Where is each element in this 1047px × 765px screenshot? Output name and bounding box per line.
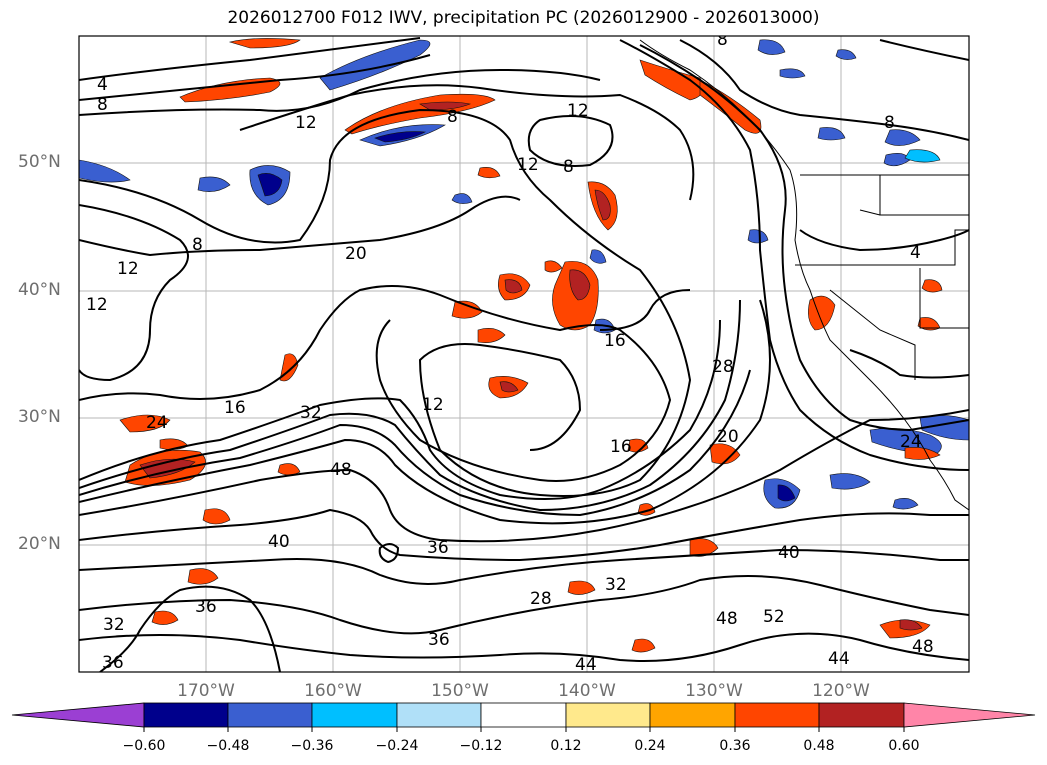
iwv-contours	[79, 37, 969, 672]
colorbar-extend-high	[903, 702, 1036, 728]
contour-label: 12	[117, 259, 139, 279]
contour-labels: 4 8 12 8 8 12 12 8 20 12 12 16 12 16 32 …	[86, 30, 934, 675]
gridlines	[79, 36, 969, 672]
contour-label: 12	[422, 395, 444, 415]
colorbar-segment	[227, 702, 313, 728]
contour-label: 24	[146, 413, 168, 433]
contour-label: 36	[195, 597, 217, 617]
contour-label: 36	[102, 653, 124, 673]
contour-label: 12	[86, 295, 108, 315]
lat-label-20n: 20°N	[18, 534, 61, 554]
contour-label: 12	[567, 101, 589, 121]
colorbar-tick-label: −0.12	[459, 738, 503, 754]
colorbar-tick-label: −0.36	[290, 738, 334, 754]
contour-label: 4	[910, 243, 921, 263]
contour-label: 48	[716, 609, 738, 629]
contour-label: 48	[912, 637, 934, 657]
lon-label-120w: 120°W	[812, 681, 870, 701]
colorbar-tick-label: −0.24	[375, 738, 419, 754]
lat-label-30n: 30°N	[18, 407, 61, 427]
map-plot-area: 4 8 12 8 8 12 12 8 20 12 12 16 12 16 32 …	[79, 30, 969, 675]
contour-label: 44	[828, 649, 850, 669]
contour-label: 44	[575, 655, 597, 675]
precipitation-shading	[79, 38, 969, 653]
colorbar-segment	[734, 702, 820, 728]
contour-label: 28	[530, 589, 552, 609]
colorbar-segment	[818, 702, 905, 728]
contour-label: 8	[447, 107, 458, 127]
contour-label: 28	[712, 357, 734, 377]
lat-label-50n: 50°N	[18, 152, 61, 172]
lat-label-40n: 40°N	[18, 280, 61, 300]
colorbar-segment	[649, 702, 736, 728]
colorbar-tick-label: 0.24	[634, 738, 666, 754]
colorbar-tick-label: −0.48	[206, 738, 250, 754]
contour-label: 52	[763, 607, 785, 627]
contour-label: 24	[900, 432, 922, 452]
colorbar-tick-label: 0.60	[888, 738, 920, 754]
contour-label: 12	[295, 113, 317, 133]
lon-label-140w: 140°W	[558, 681, 616, 701]
colorbar-segment	[480, 702, 567, 728]
contour-label: 40	[268, 532, 290, 552]
colorbar-tick-label: 0.36	[719, 738, 751, 754]
colorbar-segment	[143, 702, 229, 728]
contour-label: 36	[428, 630, 450, 650]
map-title: 2026012700 F012 IWV, precipitation PC (2…	[227, 8, 820, 28]
colorbar	[11, 702, 1036, 732]
contour-label: 4	[97, 75, 108, 95]
contour-label: 32	[103, 615, 125, 635]
colorbar-tick-label: 0.48	[803, 738, 835, 754]
contour-label: 32	[300, 403, 322, 423]
colorbar-tick-label: 0.12	[550, 738, 582, 754]
coastlines	[639, 39, 969, 511]
contour-label: 36	[427, 538, 449, 558]
contour-label: 8	[192, 235, 203, 255]
contour-label: 8	[717, 30, 728, 50]
lon-label-150w: 150°W	[431, 681, 489, 701]
map-frame	[78, 35, 970, 673]
contour-label: 12	[517, 155, 539, 175]
colorbar-tick-label: −0.60	[122, 738, 166, 754]
contour-label: 8	[884, 113, 895, 133]
contour-label: 40	[778, 543, 800, 563]
contour-label: 8	[97, 95, 108, 115]
colorbar-segment	[396, 702, 482, 728]
lon-label-170w: 170°W	[177, 681, 235, 701]
contour-label: 32	[605, 575, 627, 595]
contour-label: 20	[717, 427, 739, 447]
contour-label: 8	[563, 157, 574, 177]
colorbar-segment	[565, 702, 651, 728]
contour-label: 16	[604, 331, 626, 351]
colorbar-extend-low	[11, 702, 145, 728]
lon-label-130w: 130°W	[685, 681, 743, 701]
contour-label: 48	[330, 460, 352, 480]
lon-label-160w: 160°W	[304, 681, 362, 701]
colorbar-segment	[311, 702, 398, 728]
contour-label: 16	[610, 437, 632, 457]
contour-label: 20	[345, 244, 367, 264]
contour-label: 16	[224, 398, 246, 418]
